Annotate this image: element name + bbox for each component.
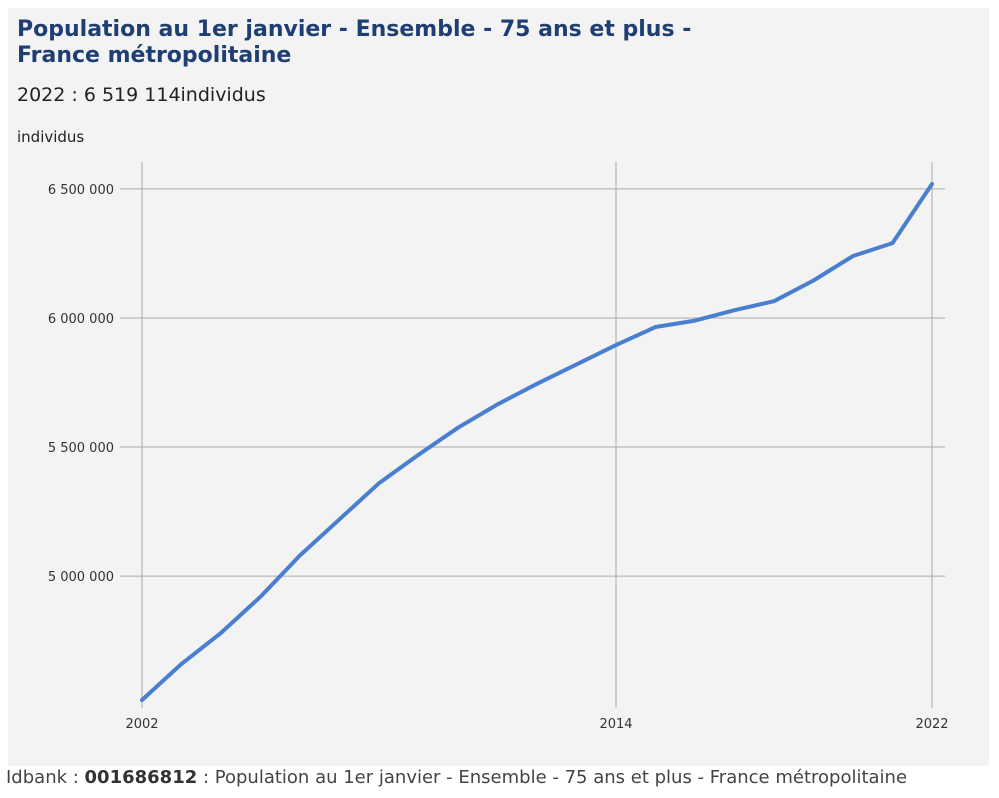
footer-prefix: Idbank : [6, 767, 85, 788]
data-point[interactable] [376, 480, 382, 486]
data-point[interactable] [416, 452, 422, 458]
footer-suffix: : Population au 1er janvier - Ensemble -… [197, 767, 908, 788]
data-point[interactable] [139, 697, 145, 703]
data-point[interactable] [337, 516, 343, 522]
y-tick-label: 5 500 000 [48, 441, 114, 456]
grid [120, 162, 945, 708]
chart-title: Population au 1er janvier - Ensemble - 7… [17, 17, 692, 68]
data-point[interactable] [495, 401, 501, 407]
x-tick-label: 2014 [599, 717, 632, 732]
data-point[interactable] [692, 318, 698, 324]
data-point[interactable] [613, 342, 619, 348]
y-tick-label: 6 500 000 [48, 183, 114, 198]
data-point[interactable] [732, 307, 738, 313]
data-point[interactable] [455, 425, 461, 431]
chart-subtitle: 2022 : 6 519 114individus [17, 84, 266, 106]
data-point[interactable] [811, 278, 817, 284]
footer-idbank: 001686812 [84, 767, 198, 788]
footer-caption: Idbank : 001686812 : Population au 1er j… [6, 767, 907, 788]
x-tick-label: 2002 [125, 717, 158, 732]
axis-ticks: 5 000 000 5 500 000 6 000 000 6 500 000 2002… [48, 183, 949, 732]
chart-card [8, 8, 989, 766]
data-point[interactable] [929, 181, 935, 187]
data-point[interactable] [179, 661, 185, 667]
series-line [140, 182, 934, 702]
data-point[interactable] [771, 298, 777, 304]
line-chart: 5 000 000 5 500 000 6 000 000 6 500 000 2002… [48, 162, 949, 732]
data-point[interactable] [574, 361, 580, 367]
data-point[interactable] [218, 630, 224, 636]
data-point[interactable] [653, 324, 659, 330]
data-point[interactable] [297, 552, 303, 558]
series-layer [139, 181, 935, 703]
data-point[interactable] [258, 594, 264, 600]
data-point[interactable] [534, 381, 540, 387]
data-point[interactable] [890, 240, 896, 246]
x-tick-label: 2022 [915, 717, 948, 732]
y-tick-label: 5 000 000 [48, 570, 114, 585]
y-tick-label: 6 000 000 [48, 312, 114, 327]
y-axis-label: individus [17, 128, 85, 146]
data-point[interactable] [850, 253, 856, 259]
